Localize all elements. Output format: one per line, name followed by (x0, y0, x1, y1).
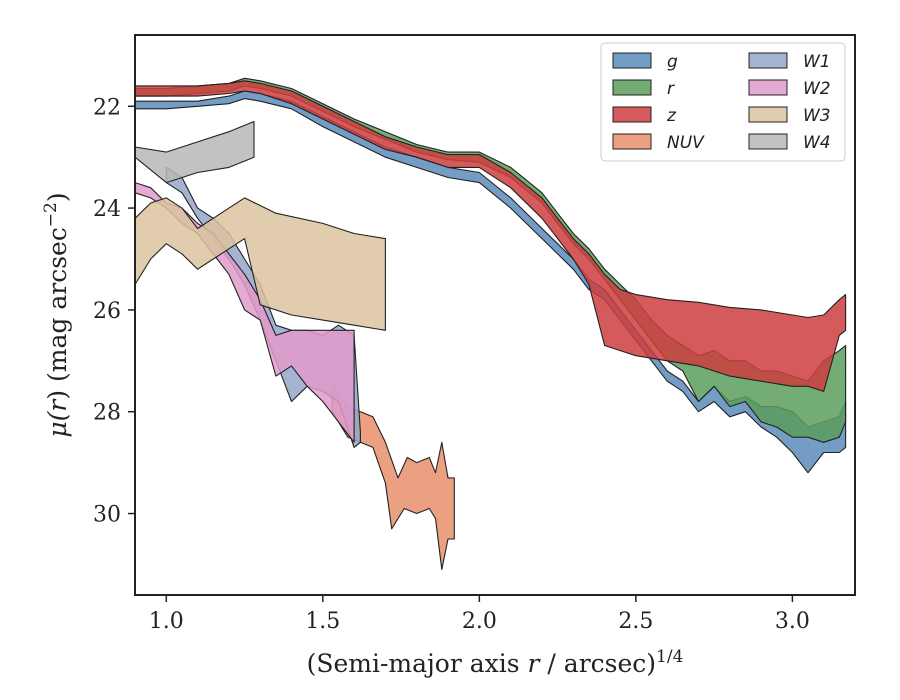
y-tick-label: 26 (93, 299, 121, 324)
x-tick-label: 1.5 (305, 609, 340, 634)
x-axis-label: (Semi-major axis r / arcsec)1/4 (307, 647, 684, 678)
y-tick-label: 28 (93, 401, 121, 426)
legend-label-w1: W1 (803, 52, 831, 72)
band-z (135, 80, 847, 392)
y-axis: 22 24 26 28 30 (93, 95, 135, 528)
band-nuv (331, 385, 455, 571)
band-w4 (135, 120, 255, 184)
legend-swatch-r (612, 79, 652, 96)
legend-swatch-w3 (748, 106, 788, 123)
y-axis-label: μ(r) (mag arcsec−2) (41, 192, 72, 437)
x-tick-label: 2.0 (462, 609, 497, 634)
y-tick-label: 30 (93, 503, 121, 528)
band-g (135, 90, 847, 474)
x-axis: 1.0 1.5 2.0 2.5 3.0 (149, 595, 810, 634)
legend-swatch-z (612, 106, 652, 123)
legend-swatch-w2 (748, 79, 788, 96)
y-tick-label: 22 (93, 95, 121, 120)
x-tick-label: 1.0 (149, 609, 184, 634)
x-tick-label: 3.0 (775, 609, 810, 634)
y-tick-label: 24 (93, 197, 121, 222)
legend-label-nuv: NUV (667, 133, 705, 153)
legend-label-r: r (667, 79, 675, 99)
axes-frame (134, 34, 856, 596)
legend-swatch-w1 (748, 52, 788, 69)
band-w3 (135, 197, 386, 331)
legend-swatch-w4 (748, 133, 788, 150)
legend: grz NUV W1 W2 W3 W4 (600, 42, 846, 162)
legend-swatch-nuv (612, 133, 652, 150)
legend-label-z: z (666, 106, 677, 126)
legend-label-w2: W2 (803, 79, 831, 99)
x-tick-label: 2.5 (618, 609, 653, 634)
legend-swatch-g (612, 52, 652, 69)
legend-label-g: g (667, 52, 678, 72)
legend-label-w3: W3 (803, 106, 831, 126)
legend-box (600, 42, 846, 162)
legend-label-w4: W4 (803, 133, 831, 153)
plot-area (135, 77, 847, 571)
